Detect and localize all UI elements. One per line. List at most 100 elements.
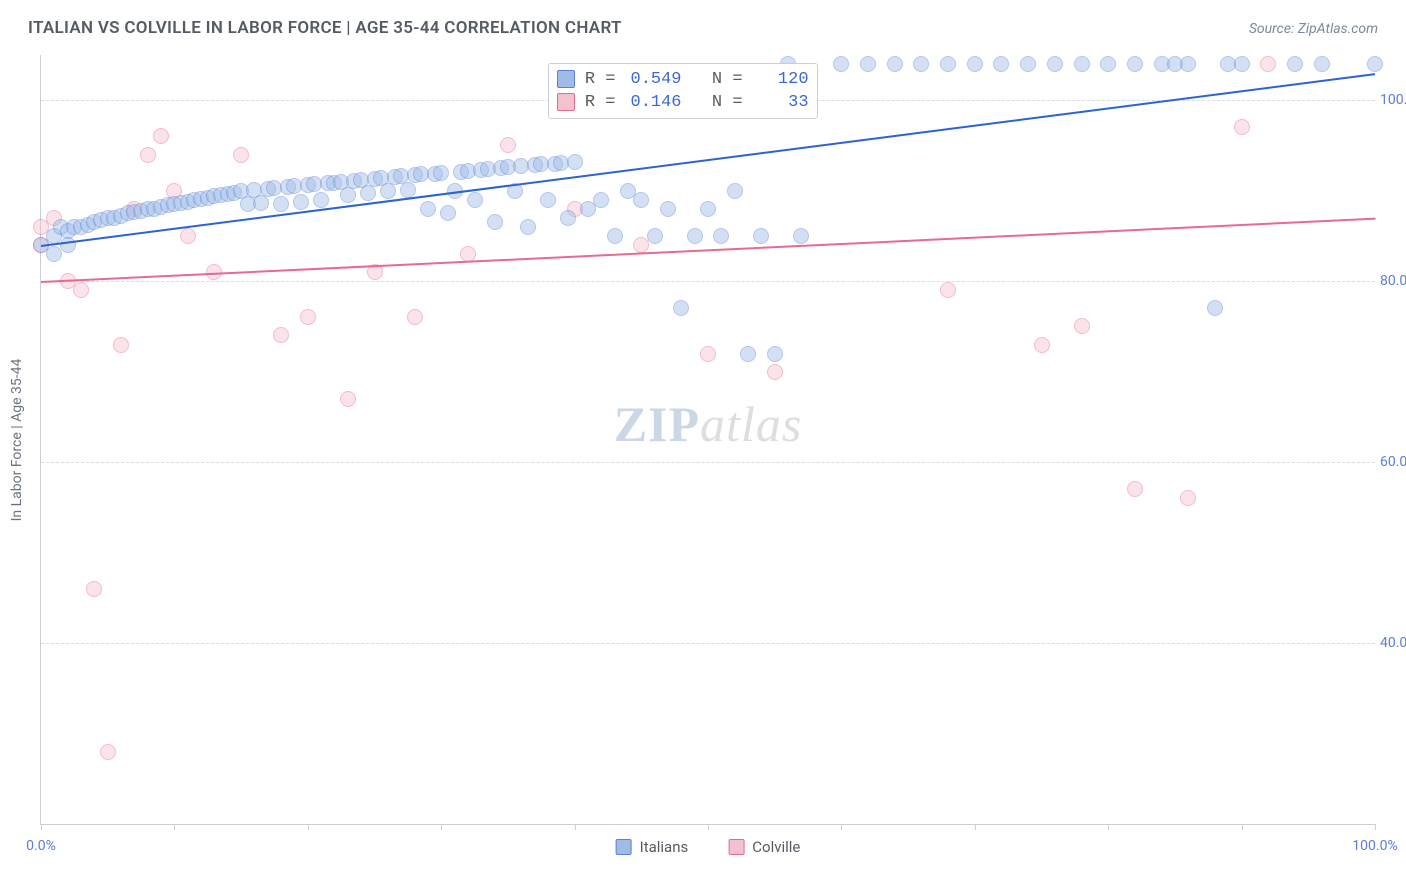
x-tick [441, 824, 442, 830]
scatter-point [407, 309, 423, 325]
y-tick-label: 100.0% [1380, 92, 1406, 108]
scatter-point [293, 194, 309, 210]
scatter-point [100, 744, 116, 760]
scatter-point [833, 56, 849, 72]
scatter-point [1367, 56, 1383, 72]
scatter-point [753, 228, 769, 244]
correlation-legend-row: R =0.549 N =120 [557, 68, 809, 91]
gridline-h [41, 462, 1375, 463]
scatter-point [433, 165, 449, 181]
legend-n-label: N = [692, 93, 743, 112]
x-tick [308, 824, 309, 830]
legend-n-value: 120 [753, 70, 809, 89]
legend-label: Italians [640, 838, 689, 856]
scatter-point [687, 228, 703, 244]
scatter-point [520, 219, 536, 235]
scatter-point [233, 147, 249, 163]
legend-r-value: 0.146 [626, 93, 682, 112]
x-tick [841, 824, 842, 830]
scatter-point [540, 192, 556, 208]
chart-frame: 40.0%60.0%80.0%100.0%0.0%100.0%R =0.549 … [40, 55, 1375, 825]
scatter-point [500, 137, 516, 153]
scatter-point [1034, 337, 1050, 353]
x-tick [975, 824, 976, 830]
x-tick [41, 824, 42, 830]
legend-item: Italians [616, 838, 689, 856]
scatter-point [567, 154, 583, 170]
correlation-legend-row: R =0.146 N =33 [557, 91, 809, 114]
scatter-point [940, 56, 956, 72]
scatter-point [700, 346, 716, 362]
scatter-point [1234, 119, 1250, 135]
gridline-h [41, 643, 1375, 644]
scatter-point [273, 327, 289, 343]
legend-n-label: N = [692, 70, 743, 89]
plot-area: 40.0%60.0%80.0%100.0%0.0%100.0%R =0.549 … [41, 55, 1375, 824]
x-tick [708, 824, 709, 830]
scatter-point [60, 237, 76, 253]
scatter-point [73, 282, 89, 298]
scatter-point [1234, 56, 1250, 72]
scatter-point [560, 210, 576, 226]
scatter-point [1074, 56, 1090, 72]
scatter-point [1074, 318, 1090, 334]
scatter-point [420, 201, 436, 217]
gridline-h [41, 281, 1375, 282]
x-tick [1242, 824, 1243, 830]
y-tick-label: 60.0% [1380, 454, 1406, 470]
scatter-point [1100, 56, 1116, 72]
y-tick-label: 40.0% [1380, 635, 1406, 651]
scatter-point [1180, 490, 1196, 506]
legend-n-value: 33 [753, 93, 809, 112]
legend-swatch [557, 70, 575, 88]
legend-label: Colville [752, 838, 800, 856]
scatter-point [767, 346, 783, 362]
scatter-point [607, 228, 623, 244]
scatter-point [340, 187, 356, 203]
scatter-point [487, 214, 503, 230]
scatter-point [1207, 300, 1223, 316]
trend-line [41, 218, 1375, 283]
scatter-point [253, 195, 269, 211]
scatter-point [113, 337, 129, 353]
legend-swatch [616, 839, 632, 855]
legend-item: Colville [728, 838, 800, 856]
scatter-point [940, 282, 956, 298]
scatter-point [887, 56, 903, 72]
scatter-point [1127, 56, 1143, 72]
scatter-point [993, 56, 1009, 72]
scatter-point [1314, 56, 1330, 72]
correlation-legend: R =0.549 N =120R =0.146 N =33 [548, 63, 818, 119]
y-axis-label: In Labor Force | Age 35-44 [9, 358, 25, 521]
x-tick [575, 824, 576, 830]
x-tick-label-left: 0.0% [26, 838, 56, 854]
scatter-point [273, 196, 289, 212]
scatter-point [153, 128, 169, 144]
scatter-point [727, 183, 743, 199]
y-tick-label: 80.0% [1380, 273, 1406, 289]
scatter-point [740, 346, 756, 362]
legend-swatch [728, 839, 744, 855]
scatter-point [180, 228, 196, 244]
x-tick-label-right: 100.0% [1352, 838, 1397, 854]
scatter-point [300, 309, 316, 325]
scatter-point [660, 201, 676, 217]
scatter-point [86, 581, 102, 597]
scatter-point [1127, 481, 1143, 497]
scatter-point [440, 205, 456, 221]
scatter-point [1287, 56, 1303, 72]
scatter-point [340, 391, 356, 407]
scatter-point [400, 182, 416, 198]
scatter-point [593, 192, 609, 208]
legend-r-value: 0.549 [626, 70, 682, 89]
x-tick [1108, 824, 1109, 830]
scatter-point [713, 228, 729, 244]
chart-title: ITALIAN VS COLVILLE IN LABOR FORCE | AGE… [28, 18, 622, 38]
scatter-point [647, 228, 663, 244]
scatter-point [140, 147, 156, 163]
scatter-point [467, 192, 483, 208]
scatter-point [1020, 56, 1036, 72]
scatter-point [793, 228, 809, 244]
scatter-point [633, 192, 649, 208]
x-tick [174, 824, 175, 830]
